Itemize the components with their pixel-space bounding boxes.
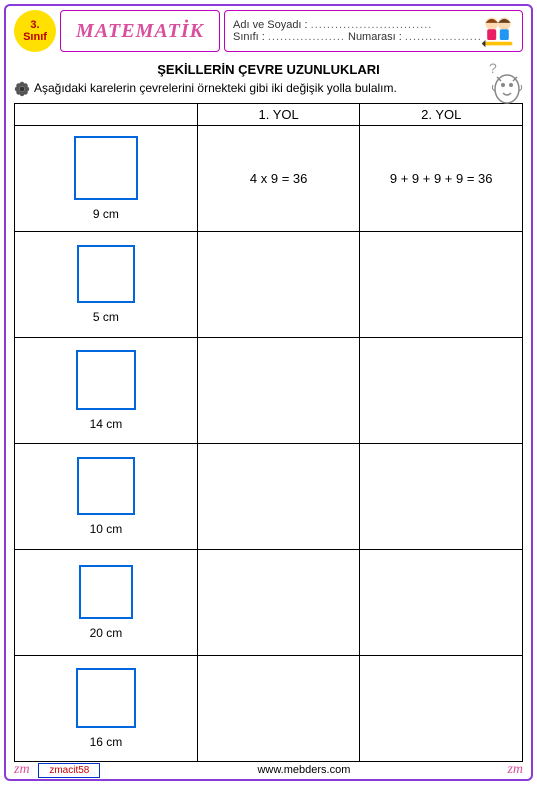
name-line: Adı ve Soyadı : ........................… [233,19,514,31]
footer-site: www.mebders.com [257,764,350,776]
square-side-label: 9 cm [15,207,197,221]
table-header-row: 1. YOL 2. YOL [15,104,523,126]
zm-right: zm [507,762,523,778]
name-dots: .............................. [311,19,433,31]
worksheet-title: ŞEKİLLERİN ÇEVRE UZUNLUKLARI [14,62,523,77]
class-label: Sınıfı : [233,31,268,43]
yol2-cell [360,232,523,338]
flower-icon [14,81,30,97]
footer: zm zmacit58 www.mebders.com zm [14,761,523,779]
yol2-cell: 9 + 9 + 9 + 9 = 36 [360,126,523,232]
table-row: 5 cm [15,232,523,338]
footer-left: zm zmacit58 [14,762,100,778]
kids-icon [480,13,516,49]
cat-question-icon: ? [483,61,523,105]
square-shape [77,245,135,303]
shape-cell: 5 cm [15,232,198,338]
grade-badge: 3. Sınıf [14,10,56,52]
instruction-row: Aşağıdaki karelerin çevrelerini örnektek… [14,81,523,97]
content: ŞEKİLLERİN ÇEVRE UZUNLUKLARI Aşağıdaki k… [14,62,523,757]
header: 3. Sınıf MATEMATİK Adı ve Soyadı : .....… [14,10,523,52]
square-side-label: 16 cm [15,735,197,749]
yol1-cell: 4 x 9 = 36 [197,126,360,232]
yol1-cell [197,444,360,550]
col-yol1-header: 1. YOL [197,104,360,126]
footer-code: zmacit58 [38,763,100,778]
table-row: 10 cm [15,444,523,550]
square-shape [76,668,136,728]
grade-number: 3. [30,19,39,31]
shape-cell: 14 cm [15,338,198,444]
table-row: 16 cm [15,656,523,762]
yol1-cell [197,338,360,444]
yol2-cell [360,656,523,762]
shape-cell: 10 cm [15,444,198,550]
yol2-cell [360,444,523,550]
square-side-label: 5 cm [15,310,197,324]
subject-title: MATEMATİK [76,20,204,43]
zm-left: zm [14,762,30,777]
square-shape [79,565,133,619]
yol1-cell [197,232,360,338]
square-shape [74,136,138,200]
col-shape-header [15,104,198,126]
yol2-cell [360,338,523,444]
worksheet-table: 1. YOL 2. YOL 9 cm4 x 9 = 369 + 9 + 9 + … [14,103,523,762]
shape-cell: 9 cm [15,126,198,232]
student-info: Adı ve Soyadı : ........................… [224,10,523,52]
square-side-label: 10 cm [15,522,197,536]
instruction-text: Aşağıdaki karelerin çevrelerini örnektek… [34,81,397,95]
yol2-cell [360,550,523,656]
subject-box: MATEMATİK [60,10,220,52]
square-side-label: 20 cm [15,626,197,640]
number-label: Numarası : [345,31,405,43]
square-shape [76,350,136,410]
square-side-label: 14 cm [15,417,197,431]
table-row: 20 cm [15,550,523,656]
yol1-cell [197,550,360,656]
table-row: 9 cm4 x 9 = 369 + 9 + 9 + 9 = 36 [15,126,523,232]
square-shape [77,457,135,515]
svg-text:?: ? [489,61,497,76]
class-dots: ................... [268,31,345,43]
number-dots: ................... [405,31,482,43]
class-line: Sınıfı : ................... Numarası : … [233,31,514,43]
shape-cell: 20 cm [15,550,198,656]
yol1-cell [197,656,360,762]
shape-cell: 16 cm [15,656,198,762]
table-row: 14 cm [15,338,523,444]
name-label: Adı ve Soyadı : [233,19,311,31]
grade-class: Sınıf [23,31,47,43]
col-yol2-header: 2. YOL [360,104,523,126]
